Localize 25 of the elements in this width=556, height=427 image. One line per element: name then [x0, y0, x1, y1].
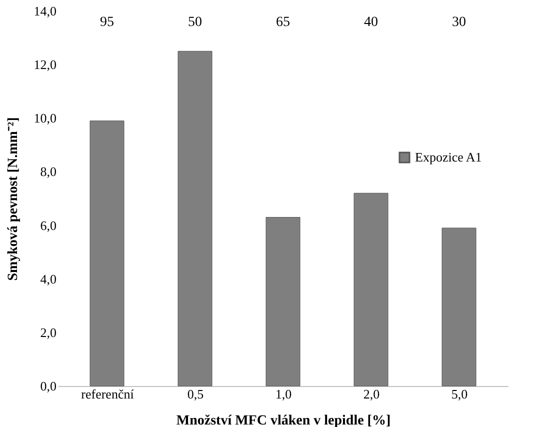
x-tick-label: referenční — [81, 386, 134, 402]
y-tick-label: 0,0 — [40, 378, 56, 394]
x-tick-label: 0,5 — [187, 386, 204, 402]
legend-label: Expozice A1 — [415, 150, 482, 164]
annotation: 50 — [188, 15, 202, 30]
y-axis-title: Smyková pevnost [N.mm⁻²] — [6, 117, 21, 281]
bar — [442, 228, 476, 386]
annotation: 30 — [452, 15, 466, 30]
y-tick-label: 2,0 — [40, 324, 56, 340]
x-tick-label: 2,0 — [363, 386, 380, 402]
x-tick-label: 1,0 — [275, 386, 292, 402]
bar — [90, 120, 124, 386]
y-tick-label: 14,0 — [34, 4, 56, 18]
annotation: 65 — [276, 15, 290, 30]
bar — [178, 50, 212, 386]
y-tick-label: 8,0 — [40, 164, 56, 180]
x-tick-label: 5,0 — [451, 386, 468, 402]
bar — [354, 192, 388, 386]
y-tick-label: 6,0 — [40, 218, 56, 233]
y-tick-label: 10,0 — [34, 110, 56, 126]
bar — [266, 217, 300, 386]
y-tick-label: 4,0 — [40, 271, 56, 286]
y-tick-label: 12,0 — [34, 57, 56, 72]
annotation: 40 — [364, 15, 378, 30]
annotation: 95 — [100, 15, 114, 30]
